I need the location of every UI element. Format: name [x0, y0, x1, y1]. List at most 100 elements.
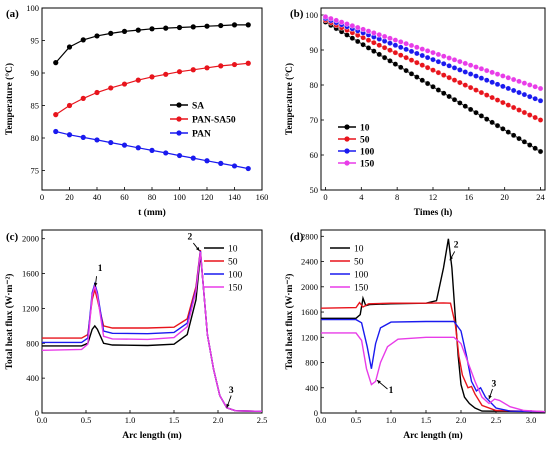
data-point [408, 71, 415, 77]
annotation-label: 1 [389, 386, 394, 396]
data-point [381, 33, 388, 40]
x-tick-label: 140 [228, 192, 241, 202]
y-tick-label: 100 [305, 10, 318, 20]
data-point [108, 85, 114, 91]
panel-c: 0.0 0.5 1.0 1.5 2.0 2.5 0 400 800 1200 1600 2000 Arc… [4, 229, 268, 441]
data-point [478, 89, 485, 96]
data-point [440, 90, 447, 97]
data-point [163, 25, 169, 31]
data-point [392, 42, 399, 49]
data-point [190, 155, 196, 161]
data-point [500, 73, 506, 79]
annotation-label: 3 [492, 379, 497, 389]
data-point [360, 26, 366, 33]
data-point [526, 112, 533, 118]
data-point [505, 74, 512, 81]
data-point [53, 128, 59, 135]
data-point [371, 48, 377, 54]
x-tick-label: 20 [500, 192, 509, 202]
data-point [53, 60, 59, 66]
series-line-50 [320, 301, 546, 413]
panel-d: 0.0 0.5 1.0 1.5 2.0 2.5 3.0 0 400 800 1200 1600 2000… [284, 229, 546, 441]
data-point [354, 24, 361, 31]
y-tick-label: 400 [305, 383, 318, 393]
y-tick-label: 2400 [301, 257, 318, 267]
data-point [483, 67, 490, 74]
data-point [403, 54, 409, 61]
data-point [218, 160, 224, 166]
x-tick-label: 20 [65, 192, 74, 202]
legend-marker [344, 148, 350, 154]
data-point [440, 60, 447, 67]
data-point [365, 37, 372, 44]
data-point [500, 99, 506, 106]
plot-frame-a [41, 7, 263, 191]
y-tick-label: 800 [26, 338, 39, 348]
data-point [521, 109, 528, 116]
x-tick-label: 3.0 [526, 415, 537, 425]
x-tick-label: 2.0 [213, 415, 224, 425]
y-tick-label: 85 [31, 101, 40, 111]
data-point [532, 114, 538, 121]
data-point [537, 117, 544, 123]
data-point [510, 132, 517, 139]
x-tick-label: 1.5 [421, 415, 432, 425]
data-point [381, 44, 388, 51]
data-point [397, 64, 404, 71]
data-point [467, 84, 474, 91]
data-point [387, 47, 393, 53]
y-tick-label: 0 [35, 408, 39, 418]
series-line-10 [321, 238, 546, 413]
data-point [430, 83, 436, 90]
data-point [489, 69, 495, 76]
plot-frame-c [41, 229, 263, 414]
data-point [231, 163, 238, 169]
x-tick-label: 2.5 [257, 415, 268, 425]
data-point [446, 74, 452, 81]
x-tick-label: 1.5 [169, 415, 180, 425]
data-point [430, 67, 436, 73]
data-point [94, 33, 100, 39]
x-tick-label: 0.5 [351, 415, 362, 425]
data-point [354, 38, 361, 45]
annotation-label: 1 [98, 264, 103, 274]
x-axis-label: Arc length (m) [403, 430, 462, 441]
data-point [446, 93, 452, 100]
annotation-arrowhead [226, 403, 230, 408]
data-point [376, 31, 383, 38]
data-point [376, 42, 383, 48]
data-point [204, 65, 210, 71]
legend-marker [344, 160, 350, 166]
data-point [521, 80, 528, 86]
data-point [462, 60, 469, 67]
data-point [360, 34, 366, 41]
y-tick-label: 60 [310, 150, 319, 160]
series-line-100 [321, 318, 546, 413]
y-tick-label: 1600 [22, 269, 39, 279]
data-point [408, 42, 415, 49]
x-tick-label: 24 [536, 192, 545, 202]
data-point [424, 80, 431, 87]
legend-entry: 100 [360, 148, 375, 158]
legend-entry: 150 [228, 284, 243, 294]
data-point [108, 139, 114, 146]
data-point [451, 96, 458, 103]
data-point [397, 44, 404, 51]
data-point [333, 17, 340, 24]
data-point [532, 145, 538, 152]
data-point [516, 78, 522, 85]
data-point [435, 58, 442, 65]
data-point [245, 165, 251, 172]
legend-entry: PAN-SA50 [192, 116, 236, 126]
data-point [489, 94, 495, 101]
panel-b: 0 4 8 12 16 20 24 50 60 70 80 90 100 Times (h) Tempera… [284, 7, 546, 218]
annotation-arrowhead [488, 395, 492, 400]
plot-frame-d [320, 229, 546, 414]
data-point [457, 100, 463, 106]
annotation-arrowhead [449, 256, 454, 261]
data-point [473, 64, 479, 70]
x-tick-label: 0.5 [81, 415, 92, 425]
legend-entry: 50 [360, 136, 370, 146]
data-point [149, 147, 155, 153]
x-tick-label: 60 [120, 192, 129, 202]
